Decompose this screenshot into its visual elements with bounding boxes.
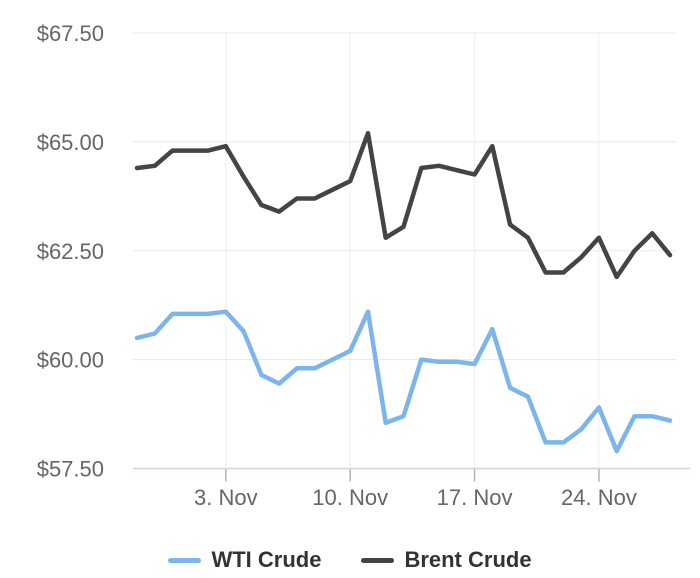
y-axis-label: $62.50 — [37, 239, 104, 264]
x-axis-label: 24. Nov — [561, 485, 637, 510]
y-axis-label: $65.00 — [37, 130, 104, 155]
y-axis-label: $57.50 — [37, 457, 104, 482]
wti-crude-line-swatch — [168, 557, 202, 563]
x-axis-label: 3. Nov — [194, 485, 258, 510]
brent-crude-line-swatch — [361, 557, 395, 563]
chart-canvas: 3. Nov 10. Nov 17. Nov 24. Nov $67.50 $65.00 $… — [37, 21, 690, 510]
brent-crude-line[interactable] — [134, 130, 673, 280]
y-axis-label: $60.00 — [37, 348, 104, 373]
x-axis-label: 17. Nov — [437, 485, 513, 510]
chart-legend: WTI Crude Brent Crude — [0, 546, 700, 574]
y-axis-label: $67.50 — [37, 21, 104, 46]
wti-crude-line[interactable] — [134, 309, 673, 454]
x-axis-label: 10. Nov — [312, 485, 388, 510]
legend-item-brent-crude[interactable]: Brent Crude — [361, 547, 532, 573]
brent-crude-legend-label: Brent Crude — [404, 547, 532, 572]
wti-crude-legend-label: WTI Crude — [211, 547, 322, 572]
legend-item-wti-crude[interactable]: WTI Crude — [168, 547, 321, 573]
